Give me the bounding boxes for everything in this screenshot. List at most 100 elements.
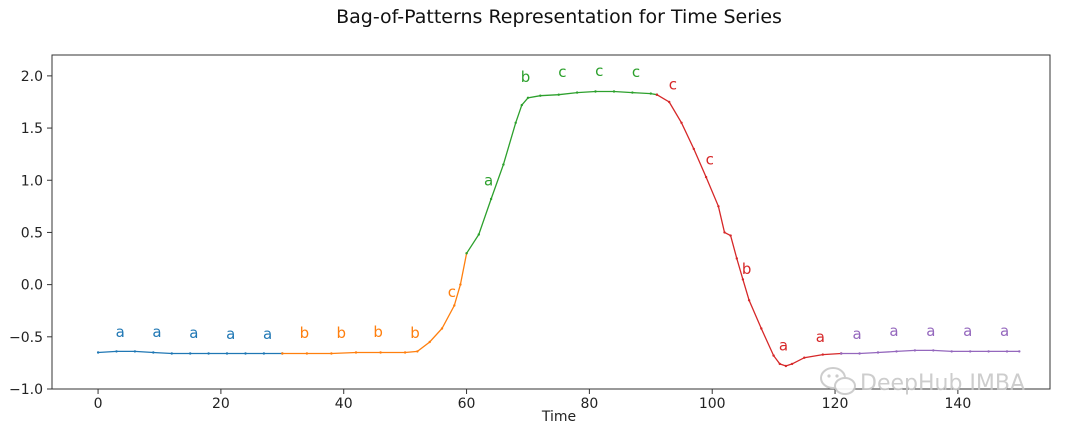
series-point [115, 350, 118, 353]
series-point [631, 91, 634, 94]
symbol-label: b [521, 68, 531, 86]
y-axis: −1.0 −0.5 0.0 0.5 1.0 1.5 2.0 [9, 69, 52, 398]
series-point [379, 351, 382, 354]
series-layer [96, 90, 1021, 368]
series-point [668, 100, 671, 104]
symbol-label: a [226, 325, 235, 343]
x-tick-label: 40 [335, 396, 353, 412]
series-point [717, 205, 720, 208]
series-point [729, 234, 732, 237]
series-point [858, 352, 861, 355]
symbol-labels: a a a a a b b b b c a b c c c c c b a a a a a a a [116, 62, 1010, 355]
series-line-5 [841, 349, 1020, 355]
x-tick-label: 80 [580, 396, 598, 412]
symbol-label: c [632, 63, 640, 81]
series-point [876, 351, 880, 354]
series-point [225, 352, 229, 355]
symbol-label: b [742, 260, 752, 278]
series-point [913, 349, 917, 352]
series-point [244, 352, 247, 355]
series-point [152, 351, 155, 354]
series-point [778, 362, 781, 366]
series-point [330, 352, 333, 355]
x-axis: 0 20 40 60 80 100 120 140 [94, 389, 972, 412]
series-point [747, 299, 751, 302]
series-point [840, 352, 843, 355]
series-point [772, 354, 775, 357]
series-point [465, 252, 468, 255]
symbol-label: a [263, 325, 272, 343]
symbol-label: b [300, 324, 310, 342]
series-point [932, 349, 935, 352]
symbol-label: a [779, 336, 788, 354]
series-point [784, 364, 788, 368]
x-tick-label: 20 [212, 396, 230, 412]
series-point [692, 147, 695, 151]
series-point [354, 351, 358, 354]
y-tick-label: −0.5 [9, 330, 43, 346]
series-point [477, 233, 480, 236]
symbol-label: a [853, 325, 862, 343]
watermark-text: DeepHub IMBA [860, 371, 1025, 396]
series-point [539, 94, 542, 97]
series-point [526, 96, 530, 100]
series-point [96, 351, 100, 354]
series-point [680, 121, 683, 125]
series-point [575, 91, 579, 94]
chart-title: Bag-of-Patterns Representation for Time … [336, 6, 782, 28]
symbol-label: a [152, 323, 161, 341]
series-line-4 [656, 94, 842, 367]
series-point [723, 231, 726, 234]
series-point [987, 350, 990, 353]
symbol-label: a [926, 322, 935, 340]
series-point [803, 356, 806, 359]
symbol-label: a [484, 171, 493, 189]
series-point [790, 362, 794, 366]
series-point [741, 278, 745, 281]
series-point [502, 163, 505, 166]
symbol-label: b [410, 324, 420, 342]
series-point [459, 283, 462, 286]
y-tick-label: 2.0 [21, 69, 43, 85]
symbol-label: c [706, 151, 714, 169]
series-point [305, 352, 309, 355]
series-point [262, 352, 266, 355]
series-point [281, 352, 284, 355]
series-point [704, 175, 708, 179]
series-point [760, 327, 763, 330]
watermark: DeepHub IMBA [820, 367, 1025, 396]
symbol-label: a [1000, 322, 1009, 340]
series-point [428, 340, 431, 344]
y-tick-label: 1.5 [21, 121, 43, 137]
series-point [655, 93, 659, 96]
symbol-label: c [669, 75, 677, 93]
series-point [895, 350, 898, 353]
series-point [821, 353, 824, 356]
series-point [557, 93, 560, 96]
series-point [403, 351, 407, 354]
series-point [1005, 350, 1009, 353]
symbol-label: b [373, 323, 383, 341]
series-line-2 [282, 253, 468, 355]
series-point [969, 350, 972, 353]
series-point [1018, 350, 1021, 353]
symbol-label: c [448, 283, 456, 301]
plot-area-frame [51, 54, 1051, 390]
series-point [612, 90, 616, 93]
series-point [649, 92, 652, 95]
x-tick-label: 120 [822, 396, 849, 412]
series-point [735, 257, 738, 260]
x-tick-label: 0 [94, 396, 103, 412]
symbol-label: a [116, 323, 125, 341]
x-tick-label: 100 [699, 396, 726, 412]
symbol-label: a [963, 322, 972, 340]
series-point [133, 350, 137, 353]
y-tick-label: 1.0 [21, 173, 43, 189]
y-tick-label: 0.5 [21, 225, 43, 241]
series-point [416, 350, 419, 353]
series-point [594, 90, 597, 93]
series-point [440, 327, 444, 330]
x-axis-title: Time [541, 409, 576, 425]
x-tick-label: 140 [945, 396, 972, 412]
